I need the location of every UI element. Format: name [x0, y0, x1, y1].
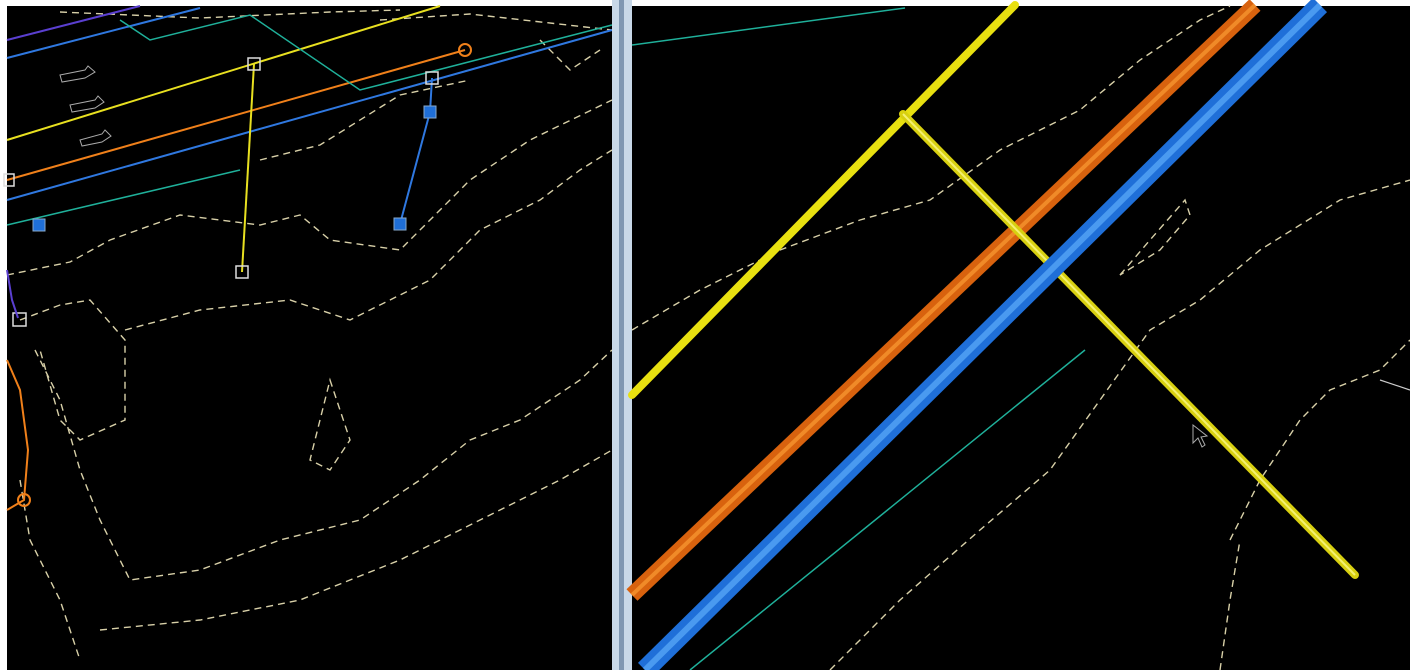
contour-line — [1119, 198, 1191, 276]
contour-line — [6, 99, 613, 276]
teal-line — [119, 14, 613, 91]
utility-lines — [3, 5, 613, 511]
splitter-grip — [619, 0, 624, 670]
contour-line — [124, 149, 613, 331]
contour-line — [19, 479, 81, 661]
flow-arrows — [59, 65, 112, 147]
teal-line — [6, 169, 241, 226]
teal-line — [689, 349, 1086, 670]
contour-line — [19, 299, 126, 441]
node-box[interactable] — [393, 217, 407, 231]
contour-line — [1229, 339, 1410, 541]
3d-viewport[interactable] — [626, 0, 1410, 670]
viewport-background — [7, 6, 612, 670]
contour-line — [829, 179, 1410, 670]
blue-pipe-highlight — [642, 2, 1323, 670]
mouse-cursor — [1192, 423, 1209, 448]
contour-line — [59, 9, 613, 31]
blue-line — [6, 29, 613, 201]
contour-line — [259, 79, 471, 161]
orange-line — [6, 49, 466, 181]
contours — [631, 5, 1410, 670]
contour-line — [631, 5, 1231, 331]
node-box[interactable] — [235, 265, 249, 279]
teal-line — [631, 7, 906, 46]
yellow-pipe — [628, 1, 1019, 399]
plan-viewport[interactable] — [3, 5, 613, 670]
node-box[interactable] — [247, 57, 261, 71]
contour-line — [34, 349, 613, 581]
orange-node[interactable] — [458, 43, 472, 57]
node-box[interactable] — [423, 105, 437, 119]
blue-line — [6, 7, 201, 59]
node-box[interactable] — [425, 71, 439, 85]
edge-line — [1379, 379, 1410, 391]
node-box[interactable] — [32, 218, 46, 232]
yellow-lateral-highlight — [902, 113, 1356, 576]
purple-line — [6, 5, 141, 41]
purple-line — [6, 269, 19, 319]
contour-line — [99, 449, 613, 631]
contour-line — [539, 39, 601, 71]
yellow-lateral — [241, 63, 255, 273]
contours — [6, 9, 613, 661]
orange-node[interactable] — [17, 493, 31, 507]
node-box[interactable] — [12, 312, 27, 327]
node-box[interactable] — [3, 173, 15, 187]
contour-line — [1219, 539, 1241, 670]
orange-pipe-highlight — [630, 3, 1257, 597]
contour-line — [309, 377, 351, 471]
yellow-line — [6, 5, 441, 141]
